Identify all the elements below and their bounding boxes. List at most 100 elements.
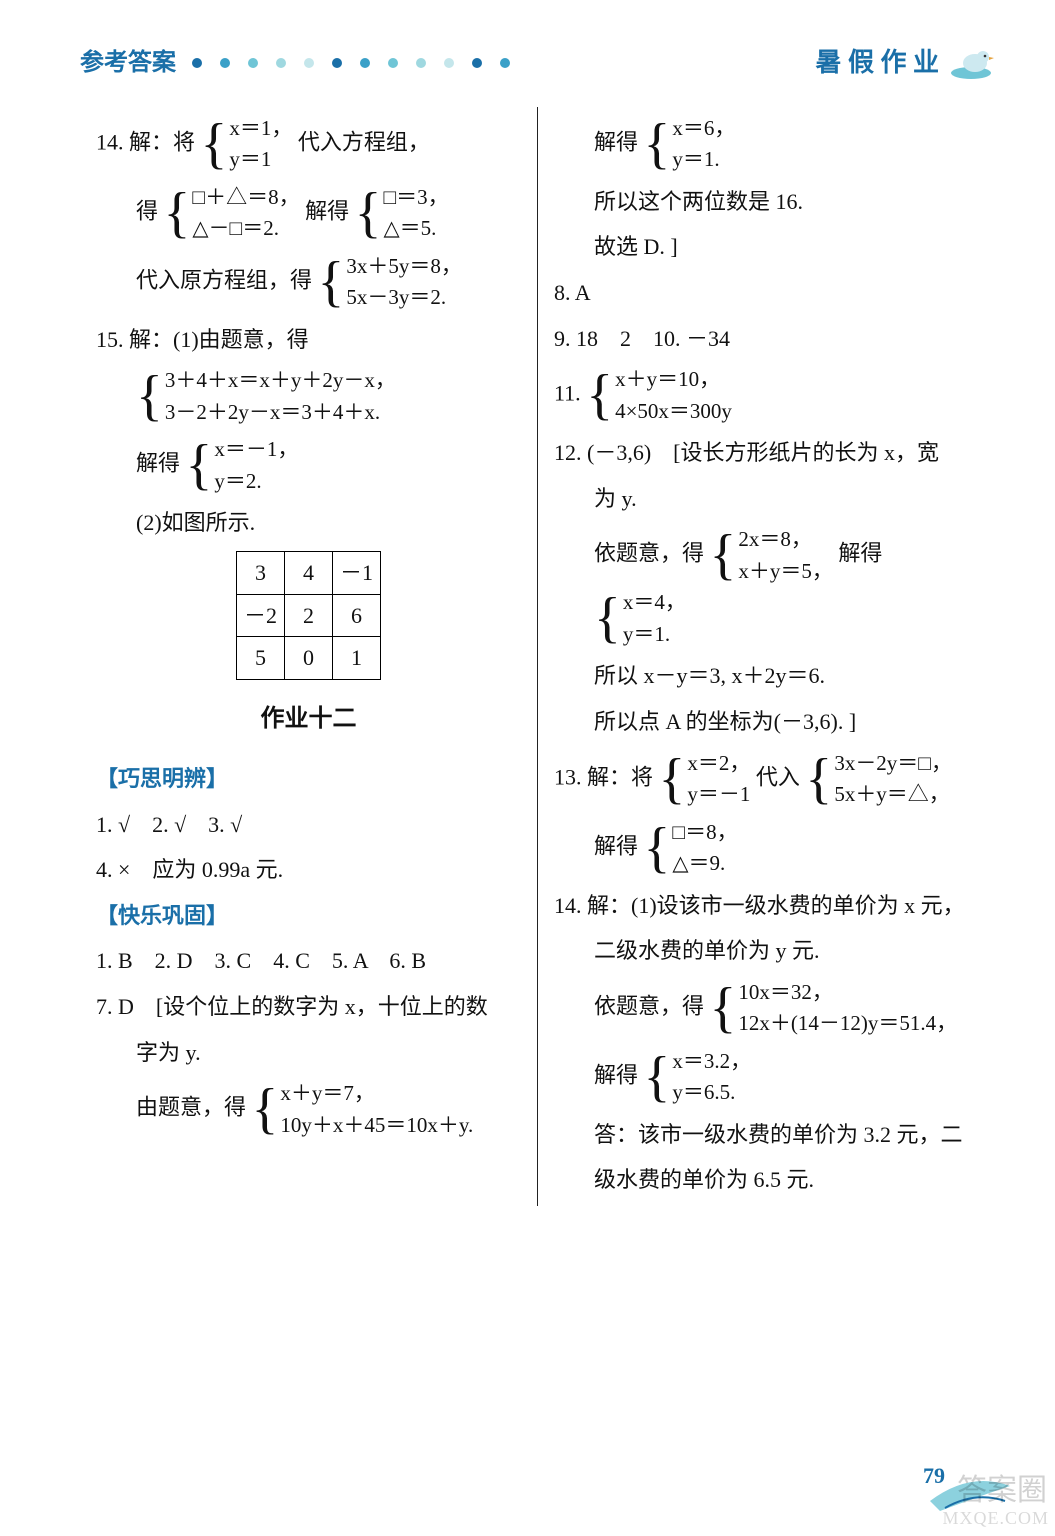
brace-group: { x＋y＝10， 4×50x＝300y: [586, 364, 732, 427]
brace-content: x＋y＝10， 4×50x＝300y: [613, 364, 732, 427]
r-line7b: 解得 { □＝8， △＝9.: [554, 817, 979, 880]
brace-icon: {: [201, 122, 228, 167]
s2-line1: 1. B 2. D 3. C 4. C 5. A 6. B: [96, 941, 521, 981]
r-line3: 8. A: [554, 273, 979, 313]
r-line8e: 答：该市一级水费的单价为 3.2 元，二: [554, 1115, 979, 1155]
dot-icon: [248, 58, 258, 68]
brace-icon: {: [659, 757, 686, 802]
duck-icon: [947, 45, 995, 81]
eq: x＝6，: [672, 113, 735, 145]
r-line6b: 为 y.: [554, 479, 979, 519]
table-cell: －1: [333, 551, 381, 594]
text: 代入原方程组，得: [136, 267, 312, 292]
table-cell: 0: [285, 637, 333, 680]
r-line1: 所以这个两位数是 16.: [554, 182, 979, 222]
eq: 3－2＋2y－x＝3＋4＋x.: [165, 397, 396, 429]
brace-content: □＋△＝8， △－□＝2.: [190, 182, 299, 245]
s2-line2b: 字为 y.: [96, 1033, 521, 1073]
brace-group: { x＝4， y＝1.: [594, 587, 686, 650]
watermark-url: MXQE.COM: [942, 1502, 1049, 1534]
q14-line1: 14. 解：将 { x＝1， y＝1 代入方程组，: [96, 113, 521, 176]
table-row: 501: [237, 637, 381, 680]
brace-group: { 3x＋5y＝8， 5x－3y＝2.: [318, 251, 462, 314]
dot-icon: [220, 58, 230, 68]
r-line6e: 所以点 A 的坐标为(－3,6). ]: [554, 702, 979, 742]
brace-icon: {: [252, 1087, 279, 1132]
eq: △＝5.: [384, 213, 449, 245]
table-cell: －2: [237, 594, 285, 637]
eq: y＝1: [229, 144, 292, 176]
q15-line4: (2)如图所示.: [96, 503, 521, 543]
r-line8a: 14. 解：(1)设该市一级水费的单价为 x 元，: [554, 886, 979, 926]
brace-content: 3x－2y＝□， 5x＋y＝△，: [832, 748, 952, 811]
brace-group: { x＝2， y＝－1: [659, 748, 751, 811]
text: 得: [136, 198, 158, 223]
eq: 3＋4＋x＝x＋y＋2y－x，: [165, 365, 396, 397]
brace-group: { x＝6， y＝1.: [644, 113, 736, 176]
brace-group: { □＋△＝8， △－□＝2.: [164, 182, 300, 245]
text: 由题意，得: [136, 1095, 246, 1120]
page: 参考答案 暑 假 作 业 14. 解：将 { x＝1， y＝1: [0, 0, 1055, 1206]
text: 代入: [756, 764, 800, 789]
text: 14. 解：将: [96, 129, 195, 154]
dot-icon: [500, 58, 510, 68]
brace-content: x＝2， y＝－1: [685, 748, 750, 811]
brace-content: x＝3.2， y＝6.5.: [670, 1046, 751, 1109]
brace-icon: {: [355, 191, 382, 236]
section-header-2: 【快乐巩固】: [96, 896, 521, 936]
brace-group: { 3x－2y＝□， 5x＋y＝△，: [805, 748, 952, 811]
eq: □＝3，: [384, 182, 449, 214]
eq: 3x＋5y＝8，: [346, 251, 462, 283]
eq: x＋y＝7，: [280, 1078, 473, 1110]
eq: x＝－1，: [214, 434, 298, 466]
eq: y＝－1: [687, 779, 750, 811]
eq: 4×50x＝300y: [615, 396, 732, 428]
brace-group: { 3＋4＋x＝x＋y＋2y－x， 3－2＋2y－x＝3＋4＋x.: [136, 365, 396, 428]
brace-icon: {: [594, 596, 621, 641]
eq: 3x－2y＝□，: [834, 748, 952, 780]
s2-line3: 由题意，得 { x＋y＝7， 10y＋x＋45＝10x＋y.: [96, 1078, 521, 1141]
section-header-1: 【巧思明辨】: [96, 759, 521, 799]
table-cell: 1: [333, 637, 381, 680]
eq: x＝2，: [687, 748, 750, 780]
dot-icon: [444, 58, 454, 68]
s1-line1: 1. √ 2. √ 3. √: [96, 805, 521, 845]
brace-icon: {: [318, 260, 345, 305]
r-line5: 11. { x＋y＝10， 4×50x＝300y: [554, 364, 979, 427]
r-line4: 9. 18 2 10. －34: [554, 319, 979, 359]
text: 解得: [594, 129, 638, 154]
brace-icon: {: [805, 757, 832, 802]
brace-group: { 2x＝8， x＋y＝5，: [710, 524, 833, 587]
page-header: 参考答案 暑 假 作 业: [80, 40, 995, 87]
table-row: 34－1: [237, 551, 381, 594]
header-right-text: 暑 假 作 业: [815, 40, 939, 87]
brace-icon: {: [136, 374, 163, 419]
eq: 2x＝8，: [738, 524, 833, 556]
dot-icon: [276, 58, 286, 68]
eq: 10x＝32，: [738, 977, 957, 1009]
right-column: 解得 { x＝6， y＝1. 所以这个两位数是 16. 故选 D. ] 8. A…: [538, 107, 995, 1206]
eq: x＋y＝5，: [738, 556, 833, 588]
eq: 5x－3y＝2.: [346, 282, 462, 314]
text: 解得: [594, 833, 638, 858]
brace-content: x＝－1， y＝2.: [212, 434, 298, 497]
dot-icon: [416, 58, 426, 68]
q14-line2: 得 { □＋△＝8， △－□＝2. 解得 { □＝3， △＝5.: [96, 182, 521, 245]
r-line2: 故选 D. ]: [554, 227, 979, 267]
dot-icon: [388, 58, 398, 68]
table-cell: 2: [285, 594, 333, 637]
table-row: －226: [237, 594, 381, 637]
table-cell: 4: [285, 551, 333, 594]
header-dots: [192, 58, 799, 68]
brace-group: { 10x＝32， 12x＋(14－12)y＝51.4，: [710, 977, 958, 1040]
r-line8c: 依题意，得 { 10x＝32， 12x＋(14－12)y＝51.4，: [554, 977, 979, 1040]
brace-group: { x＝3.2， y＝6.5.: [644, 1046, 752, 1109]
header-left: 参考答案: [80, 42, 176, 85]
brace-icon: {: [644, 826, 671, 871]
eq: y＝1.: [623, 619, 686, 651]
eq: x＝4，: [623, 587, 686, 619]
brace-group: { □＝8， △＝9.: [644, 817, 738, 880]
brace-group: { x＝－1， y＝2.: [186, 434, 299, 497]
brace-content: x＝6， y＝1.: [670, 113, 735, 176]
brace-content: x＝1， y＝1: [227, 113, 292, 176]
